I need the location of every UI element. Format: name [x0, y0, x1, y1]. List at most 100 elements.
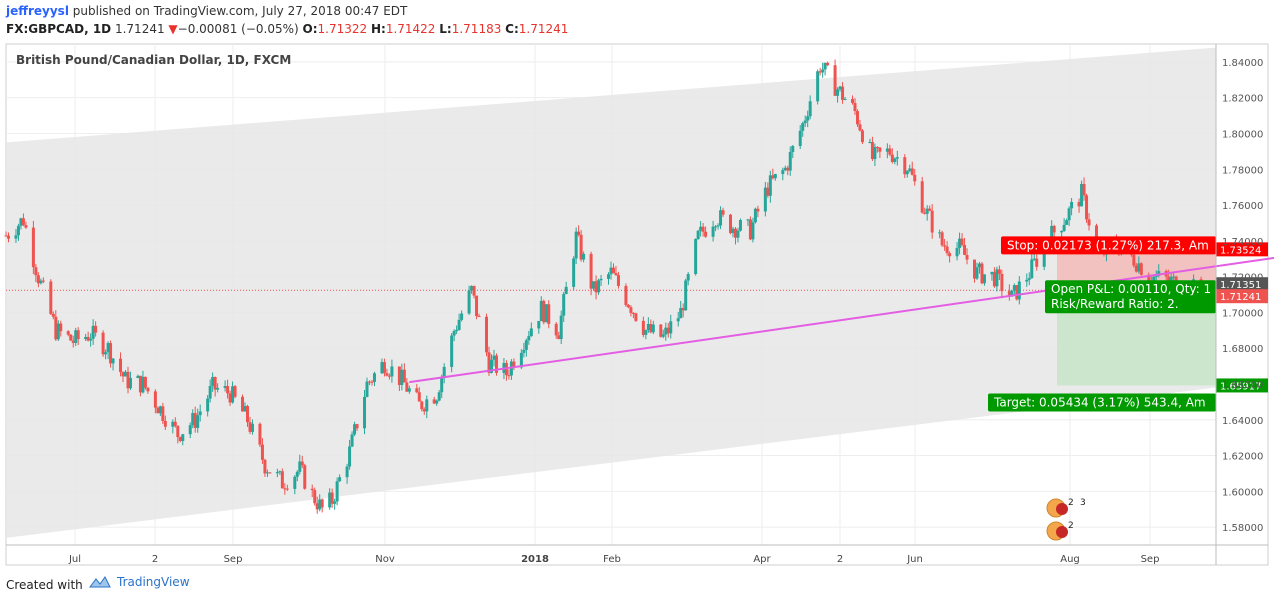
candle-body	[773, 174, 777, 179]
candle-body	[731, 228, 735, 234]
candle-body	[173, 421, 177, 426]
candle-body	[644, 330, 648, 335]
close-value: 1.71241	[518, 22, 569, 36]
candle-body	[158, 406, 162, 414]
y-tick-label: 1.58000	[1222, 523, 1263, 534]
event-markers[interactable]: 2 32	[1046, 498, 1086, 541]
candle-body	[467, 290, 471, 314]
candle-body	[905, 171, 909, 175]
candle-body	[833, 65, 837, 96]
candle-body	[345, 466, 349, 478]
y-tick-label: 1.72000	[1222, 273, 1263, 284]
candle-body	[280, 471, 284, 489]
publish-line: jeffreyysl published on TradingView.com,…	[6, 4, 407, 18]
candle-body	[1132, 254, 1136, 266]
candle-body	[300, 461, 304, 466]
event-count: 2	[1068, 498, 1074, 508]
candle-body	[798, 130, 802, 146]
candle-body	[223, 385, 227, 388]
x-tick-label: 2	[152, 554, 158, 565]
candle-body	[34, 267, 38, 276]
candle-body	[208, 385, 212, 399]
pnl-annotation-bg	[1045, 280, 1216, 299]
candle-body	[925, 208, 929, 214]
candle-body	[1077, 201, 1081, 207]
y-tick-label: 1.84000	[1222, 58, 1263, 69]
close-label: C:	[505, 22, 519, 36]
price-axis-label: 1.71351	[1220, 280, 1261, 291]
candle-body	[940, 232, 944, 246]
candle-body	[768, 175, 772, 196]
candle-body	[547, 304, 551, 324]
candle-body	[363, 396, 367, 429]
uk-flag-icon	[1056, 503, 1068, 515]
candle-body	[181, 434, 185, 441]
candle-body	[972, 259, 976, 279]
candle-body	[860, 130, 864, 143]
axes: 1.84000 1.82000 1.80000 1.78000 1.76000 1.740…	[6, 44, 1268, 565]
candle-body	[992, 271, 996, 287]
candle-body	[958, 238, 962, 248]
x-tick-label: Sep	[1141, 554, 1160, 565]
candle-body	[51, 313, 55, 317]
candle-body	[519, 352, 523, 368]
trendline-layer[interactable]	[409, 253, 1274, 384]
candle-body	[913, 174, 917, 182]
candle-body	[382, 362, 386, 374]
candle-body	[243, 406, 247, 412]
candle-body	[1010, 290, 1014, 297]
candle-body	[1172, 276, 1176, 278]
candle-body	[721, 210, 725, 215]
candle-body	[684, 280, 688, 311]
candle-body	[1169, 276, 1173, 281]
candle-body	[592, 281, 596, 289]
candle-body	[1085, 195, 1089, 220]
candle-body	[492, 355, 496, 360]
author-link[interactable]: jeffreyysl	[6, 4, 69, 18]
candle-body	[719, 210, 723, 226]
candle-body	[990, 271, 994, 275]
candle-body	[246, 406, 250, 423]
candle-body	[920, 181, 924, 213]
candle-body	[624, 285, 628, 306]
candle-body	[293, 476, 297, 489]
candle-body	[855, 111, 859, 125]
candle-body	[489, 359, 493, 373]
candle-body	[681, 307, 685, 311]
candle-body	[275, 472, 279, 474]
candle-body	[729, 214, 733, 234]
candle-body	[298, 461, 302, 472]
candle-body	[928, 208, 932, 211]
candle-body	[676, 318, 680, 322]
candle-body	[895, 157, 899, 159]
tradingview-link[interactable]: TradingView	[88, 575, 190, 589]
candle-body	[365, 381, 369, 397]
candle-body	[89, 338, 93, 341]
candle-body	[405, 382, 409, 392]
candle-body	[826, 62, 830, 66]
candle-body	[74, 330, 78, 343]
candle-body	[407, 388, 411, 392]
y-tick-label: 1.62000	[1222, 452, 1263, 463]
candle-body	[24, 225, 28, 228]
candle-body	[873, 147, 877, 160]
candle-body	[39, 280, 43, 284]
candle-body	[338, 477, 342, 482]
candle-body	[699, 226, 703, 231]
candle-body	[1027, 278, 1031, 280]
candle-body	[1080, 183, 1084, 207]
candle-body	[1157, 271, 1161, 276]
candle-body	[841, 86, 845, 100]
candle-body	[335, 481, 339, 502]
candle-body	[213, 377, 217, 390]
candle-body	[1062, 224, 1066, 231]
candle-body	[522, 349, 526, 353]
published-text: published on TradingView.com, July 27, 2…	[72, 4, 408, 18]
candle-body	[216, 387, 220, 390]
candle-body	[1000, 273, 1004, 292]
open-value: 1.71322	[317, 22, 368, 36]
event-marker-2[interactable]: 2	[1046, 521, 1074, 541]
